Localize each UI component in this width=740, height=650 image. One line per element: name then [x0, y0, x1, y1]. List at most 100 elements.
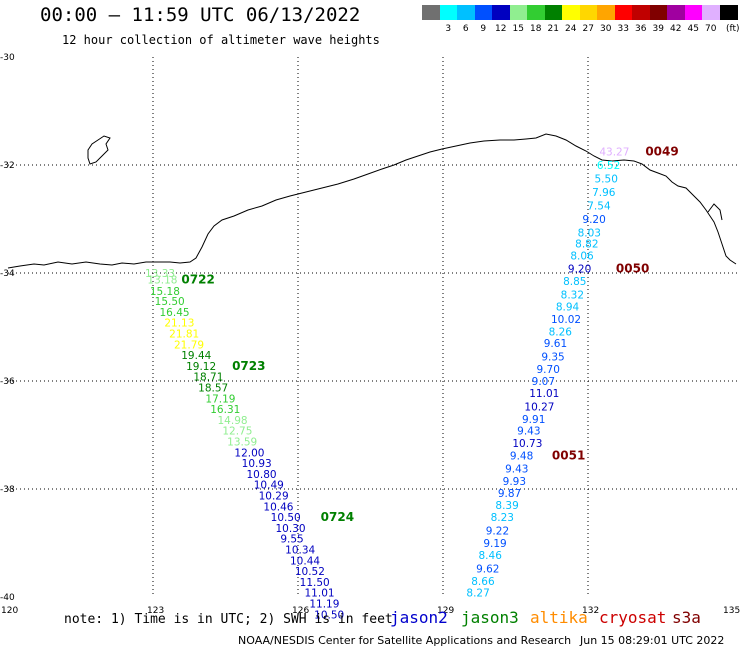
legend-altika: altika: [530, 608, 588, 627]
swh-value-cryosat: 9.20: [568, 264, 591, 276]
legend-jason2: jason2: [390, 608, 448, 627]
generation-timestamp: Jun 15 08:29:01 UTC 2022: [580, 634, 725, 647]
lat-tick-label: -40: [0, 593, 15, 603]
map-title: 00:00 – 11:59 UTC 06/13/2022: [40, 4, 361, 26]
swh-value-cryosat: 8.85: [563, 276, 586, 288]
legend-swatch: [544, 5, 563, 20]
legend-swatch: [579, 5, 598, 20]
legend-jason3: jason3: [461, 608, 519, 627]
swh-value-jason3: 11.01: [305, 588, 335, 600]
swh-value-cryosat: 6.52: [597, 160, 620, 172]
legend-tick-label: 42: [670, 24, 682, 34]
swh-value-cryosat: 9.70: [537, 364, 560, 376]
lon-tick-label: 123: [147, 606, 164, 616]
swh-value-jason3: 13.33: [145, 268, 175, 280]
swh-value-jason3: 18.71: [193, 372, 223, 384]
legend-tick-label: 33: [617, 24, 629, 34]
swh-value-jason3: 10.80: [247, 469, 277, 481]
swh-value-jason3: 16.45: [160, 307, 190, 319]
swh-value-cryosat: 8.39: [495, 500, 518, 512]
swh-value-cryosat: 9.43: [505, 463, 528, 475]
lon-tick-label: 132: [582, 606, 599, 616]
swh-value-cryosat: 9.22: [486, 526, 509, 538]
swh-value-jason3: 19.12: [186, 361, 216, 373]
swh-value-cryosat: 10.27: [524, 401, 554, 413]
swh-value-jason3: 19.44: [181, 350, 211, 362]
swh-value-cryosat: 9.19: [483, 538, 506, 550]
swh-value-cryosat: 8.82: [575, 238, 598, 250]
cape-outline: [707, 203, 723, 221]
swh-value-cryosat: 8.32: [561, 290, 584, 302]
lat-tick-label: -34: [0, 269, 15, 279]
swh-value-jason3: 21.81: [169, 328, 199, 340]
lon-tick-label: 120: [1, 606, 18, 616]
swh-value-jason3: 10.50: [314, 609, 344, 621]
swh-value-cryosat: 8.06: [570, 251, 594, 263]
swh-value-jason3: 11.50: [300, 577, 330, 589]
swh-value-cryosat: 8.23: [491, 512, 514, 524]
swh-value-cryosat: 9.87: [498, 488, 521, 500]
swh-value-jason3: 15.50: [155, 296, 185, 308]
swh-value-jason3: 13.59: [227, 436, 257, 448]
legend-swatch: [649, 5, 668, 20]
pass-time-label: 0724: [321, 510, 354, 524]
swh-value-jason3: 21.79: [174, 339, 204, 351]
swh-value-jason3: 10.50: [271, 512, 301, 524]
swh-value-jason3: 17.19: [205, 393, 235, 405]
legend-tick-label: 30: [600, 24, 612, 34]
legend-swatch: [632, 5, 650, 20]
swh-value-cryosat: 7.96: [592, 187, 616, 199]
swh-value-cryosat: 9.62: [476, 563, 499, 575]
swh-value-jason3: 21.13: [164, 318, 194, 330]
swh-value-cryosat: 8.66: [471, 576, 495, 588]
legend-tick-label: 18: [530, 24, 542, 34]
legend-unit: (ft): [726, 24, 740, 34]
footer-note: note: 1) Time is in UTC; 2) SWH is in fe…: [64, 612, 393, 627]
legend-swatch: [474, 5, 493, 20]
swh-value-jason3: 10.49: [254, 480, 284, 492]
credit-line: NOAA/NESDIS Center for Satellite Applica…: [238, 634, 572, 647]
pass-time-label: 0051: [552, 449, 585, 463]
legend-swatch: [422, 5, 440, 20]
axis-ticks: 120 123 126 129 132 135 -30 -32 -34 -36 -38 -40: [0, 53, 740, 616]
lat-tick-label: -38: [0, 485, 15, 495]
coastline: [7, 133, 737, 269]
swh-value-jason3: 11.19: [309, 598, 339, 610]
swh-value-jason3: 13.18: [147, 274, 177, 286]
legend-tick-label: 36: [635, 24, 647, 34]
swh-value-jason3: 10.44: [290, 555, 320, 567]
pass-time-label: 0049: [645, 145, 678, 159]
legend-swatch: [439, 5, 458, 20]
legend-tick-label: 3: [445, 24, 452, 34]
swh-value-cryosat: 9.20: [582, 214, 605, 226]
lon-tick-label: 129: [437, 606, 454, 616]
legend-swatch: [684, 5, 703, 20]
legend-tick-label: 39: [652, 24, 664, 34]
lon-tick-label: 135: [723, 606, 740, 616]
legend-swatch: [667, 5, 685, 20]
wave-height-values: 13.3313.1815.1815.5016.4521.1321.8121.79…: [145, 147, 629, 622]
pass-time-label: 0723: [232, 359, 265, 373]
swh-value-cryosat: 9.93: [503, 476, 526, 488]
swh-value-jason3: 10.34: [285, 544, 315, 556]
swh-value-jason3: 10.52: [295, 566, 325, 578]
map-subtitle: 12 hour collection of altimeter wave hei…: [62, 33, 380, 47]
swh-value-cryosat: 9.35: [541, 352, 564, 364]
swh-value-cryosat: 43.27: [599, 147, 629, 159]
swh-value-jason3: 10.93: [242, 458, 272, 470]
swh-value-cryosat: 9.48: [510, 451, 533, 463]
lat-lon-grid: [8, 57, 740, 597]
pass-time-labels: 0722 0723 0724 0049 0050 0051: [181, 145, 678, 525]
legend-swatch: [457, 5, 475, 20]
swh-value-jason3: 16.31: [210, 404, 240, 416]
legend-swatch: [527, 5, 545, 20]
legend-tick-label: 24: [565, 24, 577, 34]
legend-tick-label: 12: [495, 24, 507, 34]
legend-tick-label: 15: [512, 24, 524, 34]
swh-value-jason3: 10.30: [276, 523, 306, 535]
lon-tick-label: 126: [292, 606, 309, 616]
swh-value-jason3: 10.46: [263, 501, 293, 513]
legend-s3a: s3a: [672, 608, 701, 627]
legend-swatch: [509, 5, 528, 20]
legend-swatch: [597, 5, 615, 20]
